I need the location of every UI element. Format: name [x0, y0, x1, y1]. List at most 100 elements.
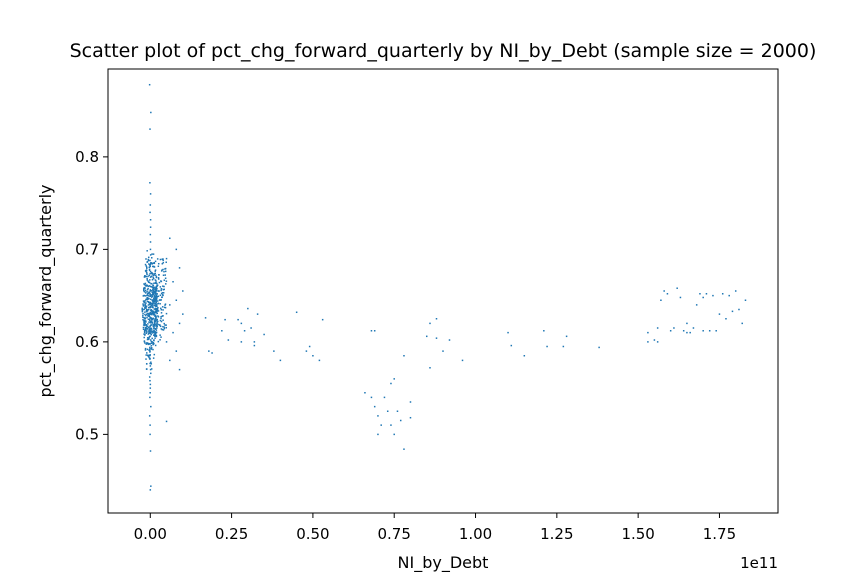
data-point	[152, 300, 154, 303]
data-point	[150, 368, 153, 370]
y-tick-label: 0.5	[75, 425, 99, 443]
data-point	[149, 318, 151, 320]
data-point	[448, 339, 451, 341]
data-point	[156, 287, 158, 290]
data-point	[565, 335, 568, 338]
data-point	[155, 303, 157, 305]
data-point	[152, 348, 154, 351]
data-point	[149, 350, 151, 352]
data-point	[154, 272, 156, 275]
data-point	[156, 298, 158, 300]
data-point	[148, 266, 151, 269]
data-point	[146, 331, 148, 333]
data-point	[679, 296, 682, 299]
data-point	[152, 357, 155, 359]
data-point	[686, 322, 688, 325]
data-point	[144, 317, 146, 320]
data-point	[149, 330, 152, 332]
data-point	[153, 308, 156, 310]
data-point	[160, 270, 163, 272]
data-point	[146, 284, 148, 287]
data-point	[145, 320, 147, 322]
data-point	[144, 347, 147, 350]
data-point	[165, 261, 167, 264]
data-point	[165, 420, 168, 423]
data-point	[151, 341, 153, 343]
data-point	[161, 306, 164, 308]
data-point	[149, 306, 151, 308]
data-point	[148, 281, 151, 284]
data-point	[150, 286, 152, 288]
data-point	[373, 330, 376, 332]
data-point	[154, 344, 157, 347]
data-point	[689, 331, 691, 334]
data-point	[673, 327, 675, 329]
data-point	[153, 322, 156, 325]
data-point	[386, 410, 389, 412]
data-point	[148, 83, 151, 86]
data-point	[146, 330, 148, 332]
data-point	[144, 289, 147, 292]
data-point	[143, 336, 145, 339]
data-point	[172, 281, 174, 283]
data-point	[152, 277, 155, 279]
data-point	[148, 332, 150, 334]
data-point	[147, 314, 149, 317]
data-point	[159, 258, 162, 261]
data-point	[543, 330, 545, 332]
data-point	[165, 326, 168, 329]
data-point	[695, 304, 698, 306]
data-point	[157, 262, 160, 265]
data-point	[149, 351, 151, 353]
data-point	[148, 337, 150, 339]
data-point	[152, 265, 155, 268]
data-point	[149, 226, 152, 228]
data-point	[146, 342, 149, 344]
data-point	[656, 327, 659, 329]
data-point	[153, 353, 156, 356]
data-point	[149, 489, 152, 491]
data-point	[159, 294, 162, 297]
data-point	[149, 331, 151, 334]
data-point	[153, 304, 156, 307]
data-point	[161, 258, 163, 260]
data-point	[164, 306, 167, 309]
data-point	[146, 298, 149, 301]
data-point	[149, 319, 151, 321]
data-point	[145, 343, 148, 345]
data-point	[143, 284, 146, 286]
data-point	[155, 285, 158, 288]
data-point	[150, 331, 153, 333]
data-point	[157, 278, 160, 280]
data-point	[149, 368, 152, 371]
data-point	[150, 320, 152, 322]
data-point	[149, 298, 152, 301]
data-point	[146, 261, 148, 263]
data-point	[425, 335, 428, 338]
data-point	[142, 300, 145, 302]
data-point	[175, 350, 178, 352]
data-point	[160, 320, 163, 323]
data-point	[145, 284, 148, 286]
data-point	[149, 322, 152, 324]
data-point	[153, 329, 155, 332]
data-point	[154, 307, 157, 310]
data-point	[237, 318, 239, 321]
data-point	[163, 322, 165, 325]
data-point	[145, 314, 147, 317]
data-point	[149, 182, 151, 184]
data-point	[153, 282, 155, 285]
data-point	[151, 312, 154, 315]
data-point	[142, 288, 145, 291]
data-point	[164, 324, 166, 326]
data-point	[151, 278, 154, 281]
data-point	[161, 292, 164, 294]
data-point	[149, 301, 151, 304]
data-point	[149, 313, 151, 315]
data-point	[240, 341, 243, 343]
data-point	[152, 317, 154, 320]
data-point	[154, 323, 157, 325]
data-point	[461, 359, 464, 362]
data-point	[152, 286, 154, 289]
